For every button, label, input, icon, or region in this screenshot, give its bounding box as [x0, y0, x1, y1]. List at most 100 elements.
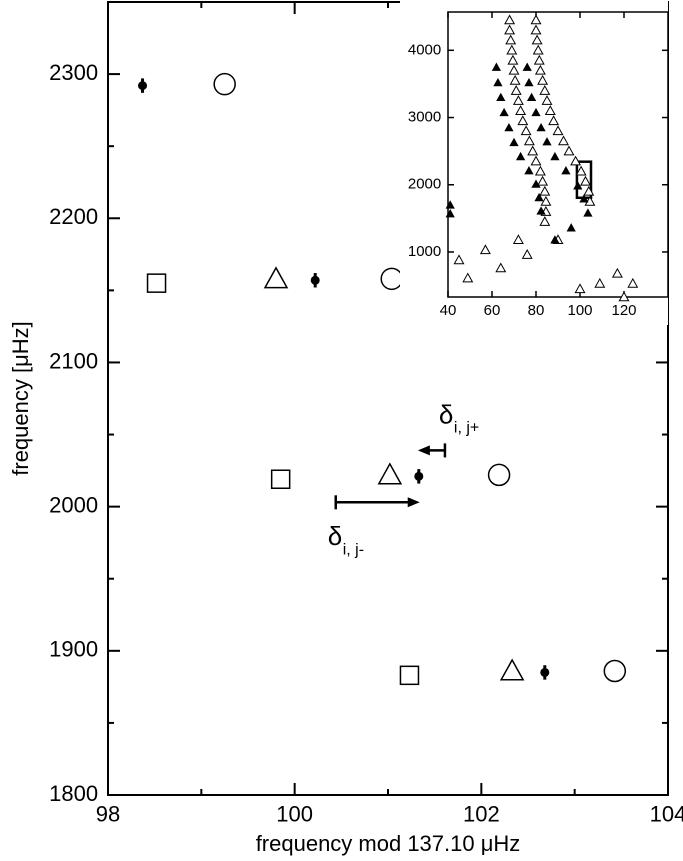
marker: [541, 95, 553, 105]
x-tick-label: 102: [463, 802, 500, 827]
marker: [574, 283, 586, 294]
marker: [414, 471, 424, 481]
marker: [611, 267, 623, 278]
marker: [603, 659, 627, 683]
y-tick-label: 2000: [408, 176, 441, 193]
arrow-head: [417, 445, 430, 456]
marker: [558, 135, 569, 146]
marker: [524, 166, 534, 175]
marker: [512, 234, 524, 245]
marker: [524, 77, 534, 87]
marker: [534, 64, 546, 75]
arrow-head: [407, 497, 420, 508]
marker: [517, 115, 529, 126]
marker: [491, 62, 502, 71]
marker: [550, 235, 560, 244]
marker: [487, 463, 511, 487]
marker: [583, 208, 593, 217]
marker: [523, 135, 535, 146]
x-tick-label: 120: [611, 302, 636, 319]
marker: [521, 249, 533, 259]
marker: [583, 185, 595, 196]
y-tick-label: 3000: [408, 108, 441, 125]
marker: [627, 277, 639, 288]
marker: [504, 14, 516, 25]
marker: [495, 262, 507, 273]
marker: [504, 24, 516, 35]
marker: [520, 125, 532, 136]
y-tick-label: 1800: [49, 781, 98, 806]
marker: [399, 665, 420, 686]
marker: [594, 277, 606, 288]
marker: [570, 155, 582, 166]
annotation-symbol: δ: [328, 521, 342, 551]
marker: [561, 166, 571, 175]
marker: [548, 115, 560, 126]
marker: [507, 54, 519, 65]
y-tick-label: 2100: [49, 348, 98, 373]
marker: [213, 72, 236, 96]
marker: [527, 145, 539, 156]
marker: [539, 185, 551, 196]
marker: [445, 209, 455, 218]
marker: [462, 272, 474, 283]
marker: [138, 81, 148, 91]
marker: [509, 137, 519, 147]
marker: [536, 122, 546, 132]
x-axis-label: frequency mod 137.10 μHz: [256, 831, 521, 856]
marker: [552, 125, 564, 136]
marker: [522, 62, 532, 71]
marker: [310, 275, 320, 285]
marker: [496, 92, 506, 102]
marker: [146, 273, 167, 293]
marker: [542, 137, 552, 146]
marker: [533, 54, 545, 65]
marker: [534, 192, 544, 202]
marker: [505, 34, 517, 45]
marker: [537, 175, 549, 186]
marker: [504, 122, 514, 132]
marker: [263, 266, 289, 289]
marker: [508, 64, 520, 75]
marker: [536, 206, 546, 215]
marker: [539, 216, 551, 226]
y-tick-label: 2200: [49, 204, 98, 229]
x-tick-label: 100: [276, 802, 313, 827]
marker: [499, 658, 525, 681]
marker: [531, 34, 543, 45]
marker: [445, 200, 455, 209]
marker: [509, 74, 521, 85]
marker: [539, 84, 551, 95]
marker: [566, 223, 576, 232]
x-tick-label: 104: [650, 802, 683, 827]
marker: [563, 145, 575, 156]
marker: [526, 92, 537, 102]
marker: [380, 267, 403, 291]
marker: [515, 105, 527, 116]
x-tick-label: 60: [484, 302, 501, 319]
y-tick-label: 1900: [49, 637, 98, 662]
marker: [530, 155, 542, 166]
marker: [537, 74, 549, 85]
marker: [479, 244, 491, 255]
y-tick-label: 4000: [408, 41, 441, 58]
annotation-subscript: i, j-: [343, 542, 364, 559]
marker: [506, 44, 518, 55]
marker: [270, 469, 291, 489]
marker: [377, 462, 403, 485]
marker: [618, 291, 630, 302]
marker: [453, 254, 465, 265]
marker: [493, 77, 503, 87]
y-tick-label: 2300: [49, 60, 98, 85]
x-tick-label: 100: [567, 302, 592, 319]
y-tick-label: 2000: [49, 492, 98, 517]
marker: [532, 44, 544, 55]
marker: [531, 179, 541, 188]
marker: [530, 24, 542, 35]
marker: [499, 107, 509, 117]
marker: [512, 95, 524, 105]
marker: [550, 151, 560, 161]
marker: [540, 667, 550, 677]
